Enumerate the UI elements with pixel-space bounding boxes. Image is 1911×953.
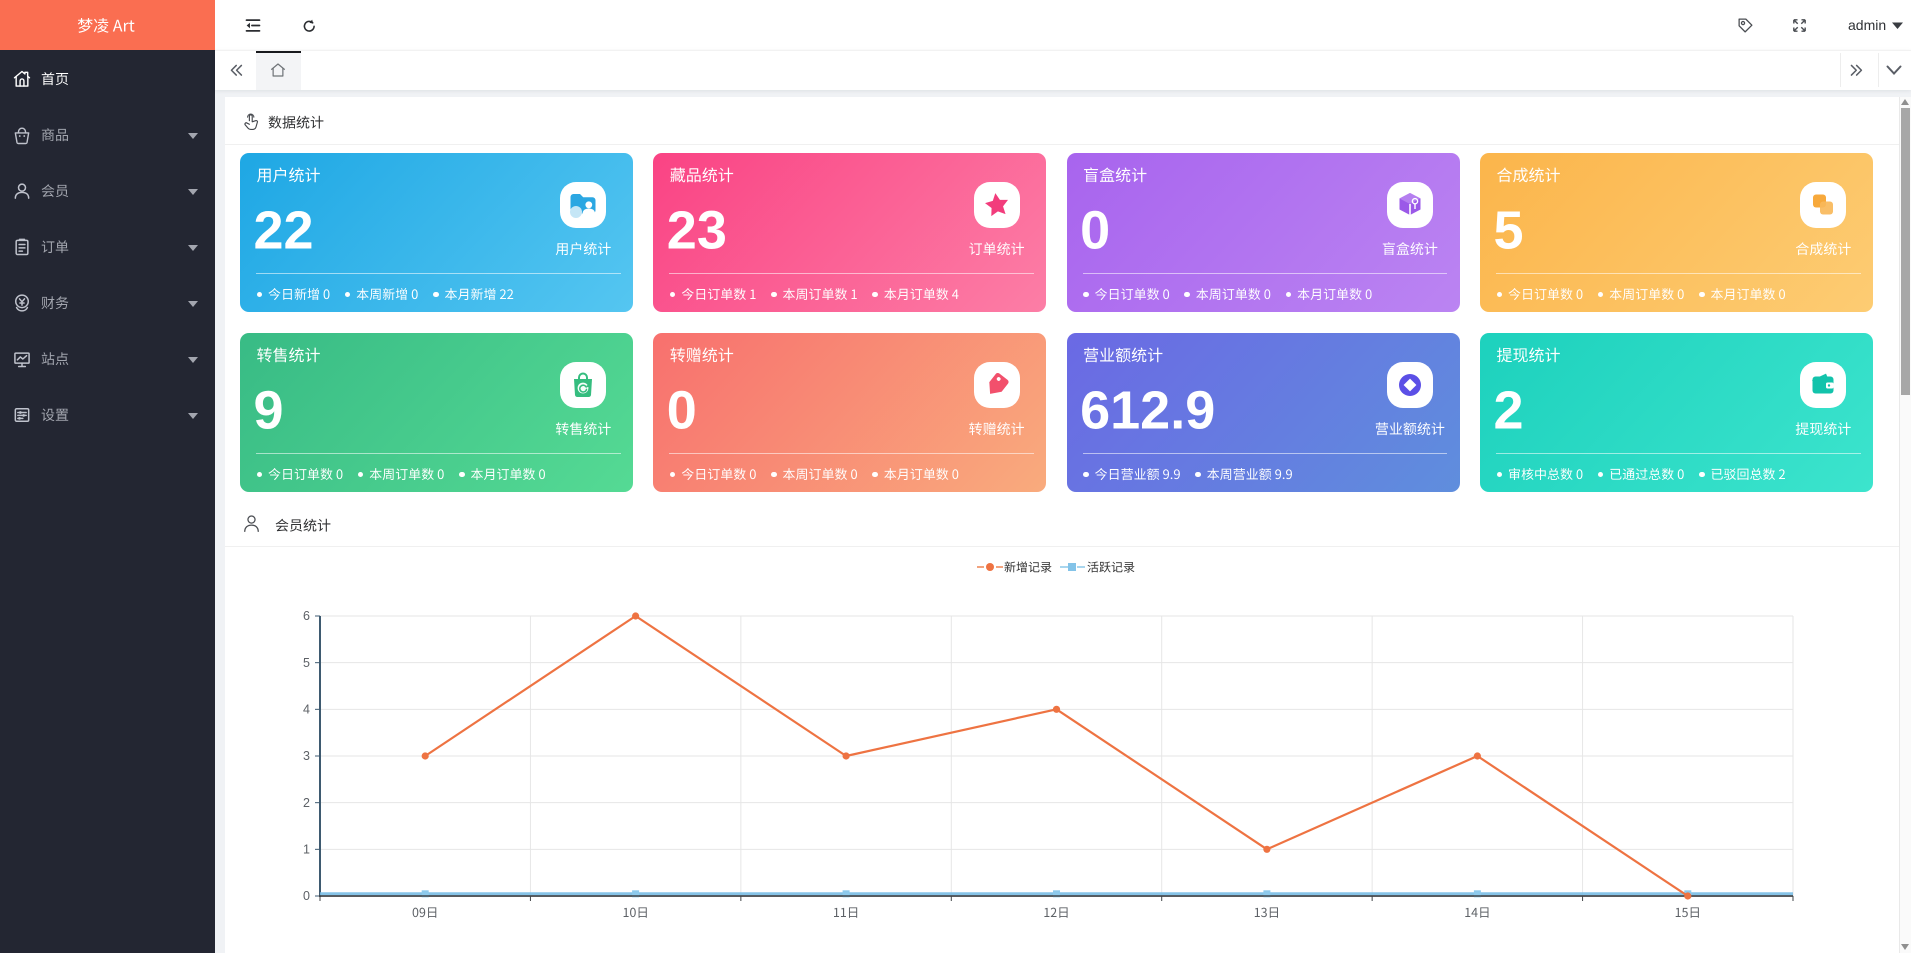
svg-text:5: 5	[303, 656, 310, 670]
svg-text:23: 23	[667, 201, 727, 261]
svg-text:0: 0	[1080, 201, 1110, 261]
svg-text:2: 2	[1494, 381, 1524, 441]
svg-text:0: 0	[667, 381, 697, 441]
svg-text:1: 1	[303, 843, 310, 857]
svg-text:5: 5	[1494, 201, 1524, 261]
svg-text:22: 22	[254, 201, 314, 261]
svg-text:3: 3	[303, 749, 310, 763]
svg-text:0: 0	[303, 889, 310, 903]
svg-text:6: 6	[303, 609, 310, 623]
svg-text:4: 4	[303, 703, 310, 717]
svg-text:612.9: 612.9	[1080, 381, 1215, 441]
svg-text:2: 2	[303, 796, 310, 810]
svg-text:admin: admin	[1848, 17, 1886, 33]
svg-text:9: 9	[254, 381, 284, 441]
